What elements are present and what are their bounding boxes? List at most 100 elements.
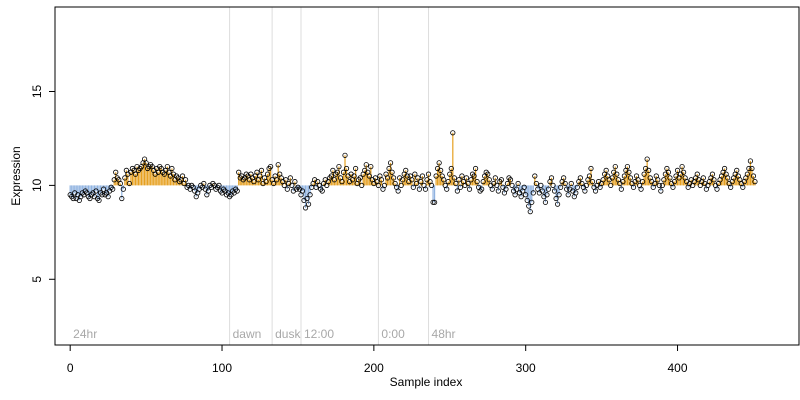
x-tick-label: 300: [516, 361, 536, 375]
data-point: [257, 173, 263, 179]
data-point: [671, 179, 678, 185]
data-point: [480, 179, 486, 185]
data-point: [216, 182, 222, 188]
y-axis: 5 10 15: [30, 85, 56, 283]
data-point: [403, 167, 409, 173]
data-point: [274, 177, 280, 183]
region-label: 12:00: [304, 327, 334, 341]
region-label: 48hr: [432, 327, 456, 341]
data-point: [418, 179, 424, 185]
data-point: [96, 197, 102, 204]
data-point: [621, 173, 627, 179]
data-point: [709, 171, 716, 177]
data-point: [479, 186, 485, 192]
data-point: [515, 180, 521, 187]
data-point: [740, 184, 746, 190]
data-point: [558, 184, 564, 190]
region-label: 24hr: [73, 327, 97, 341]
data-point: [304, 195, 310, 202]
data-point: [99, 192, 105, 198]
data-point: [548, 175, 555, 181]
data-point: [422, 186, 429, 192]
data-point: [609, 175, 615, 181]
data-point: [588, 165, 594, 172]
data-point: [451, 175, 457, 181]
data-point: [378, 177, 385, 183]
data-point: [744, 171, 750, 177]
data-point: [644, 156, 650, 162]
data-point: [264, 171, 271, 177]
data-point: [553, 195, 559, 202]
data-point: [70, 195, 76, 202]
data-point: [339, 179, 345, 185]
data-point: [410, 184, 416, 190]
data-point: [630, 184, 637, 190]
data-point: [465, 180, 471, 187]
data-point: [438, 167, 444, 173]
data-point: [381, 182, 388, 188]
data-point: [299, 188, 306, 194]
data-point: [725, 175, 731, 181]
data-point: [700, 175, 706, 181]
data-point: [577, 175, 583, 181]
data-point: [126, 180, 132, 187]
data-point: [289, 182, 295, 188]
data-point: [472, 165, 479, 172]
data-point: [132, 171, 139, 177]
data-point: [640, 179, 646, 185]
data-point: [105, 194, 111, 200]
data-point: [556, 192, 562, 198]
data-point: [363, 162, 369, 168]
data-point: [494, 182, 500, 188]
data-point: [509, 182, 515, 188]
data-point: [746, 165, 752, 172]
data-point: [409, 177, 415, 183]
data-point: [665, 169, 672, 175]
data-point: [284, 186, 290, 192]
data-point: [307, 192, 313, 198]
data-point: [447, 171, 453, 177]
data-point: [539, 188, 545, 194]
data-point: [258, 167, 265, 173]
data-point: [182, 177, 189, 183]
data-point: [412, 171, 418, 177]
data-point: [694, 171, 700, 177]
region-label: dawn: [233, 327, 262, 341]
data-point: [521, 184, 527, 190]
data-point: [529, 199, 535, 205]
data-point: [400, 177, 406, 183]
data-point: [366, 173, 372, 179]
data-point: [395, 188, 401, 194]
data-point: [667, 175, 673, 181]
data-point: [398, 182, 404, 188]
data-point: [530, 190, 536, 196]
data-point: [728, 184, 734, 190]
data-point: [608, 182, 614, 188]
data-point: [430, 199, 436, 205]
data-point: [93, 188, 99, 194]
data-point: [533, 180, 539, 187]
data-point: [656, 182, 662, 188]
data-point: [674, 167, 681, 173]
data-points: [67, 130, 758, 215]
data-point: [749, 165, 755, 172]
data-point: [419, 173, 426, 179]
data-point: [562, 180, 568, 187]
data-point: [331, 177, 337, 183]
data-point: [459, 173, 465, 179]
data-point: [734, 167, 740, 173]
data-point: [750, 173, 757, 179]
data-point: [495, 188, 501, 194]
data-point: [513, 186, 520, 192]
data-point: [524, 197, 530, 204]
x-tick-label: 200: [364, 361, 384, 375]
data-point: [711, 177, 717, 183]
region-label: dusk: [275, 327, 301, 341]
data-point: [254, 169, 260, 175]
data-point: [468, 177, 474, 183]
data-point: [655, 177, 661, 183]
data-point: [143, 160, 149, 166]
data-point: [113, 169, 119, 175]
data-point: [681, 169, 687, 175]
